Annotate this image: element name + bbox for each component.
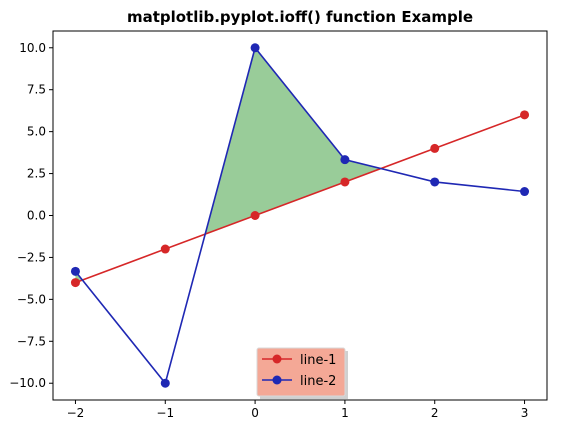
x-tick-label-0: −2 xyxy=(67,406,85,420)
data-point-line-2-5 xyxy=(520,187,530,197)
data-point-line-1-0 xyxy=(70,278,80,288)
data-point-line-1-1 xyxy=(160,244,170,254)
data-point-line-2-1 xyxy=(160,378,170,388)
x-tick-label-2: 0 xyxy=(251,406,259,420)
data-point-line-1-5 xyxy=(520,110,530,120)
data-point-line-2-0 xyxy=(70,266,80,276)
legend-line-1-marker xyxy=(272,354,282,364)
data-point-line-2-3 xyxy=(340,155,350,165)
data-point-line-2-4 xyxy=(430,177,440,187)
legend-label-line-1: line-1 xyxy=(300,353,336,368)
plot-area xyxy=(70,43,530,388)
data-point-line-2-2 xyxy=(250,43,260,53)
legend: line-1 line-2 xyxy=(256,347,348,399)
x-tick-label-1: −1 xyxy=(156,406,174,420)
x-tick-label-3: 1 xyxy=(341,406,349,420)
fill-region-1 xyxy=(205,47,381,235)
chart-title: matplotlib.pyplot.ioff() function Exampl… xyxy=(127,8,473,26)
legend-line-2-marker xyxy=(272,375,282,385)
data-point-line-1-2 xyxy=(250,211,260,220)
y-tick-label-4: 0.0 xyxy=(27,209,46,223)
data-point-line-1-3 xyxy=(340,177,350,187)
x-tick-label-5: 3 xyxy=(521,406,529,420)
data-point-line-1-4 xyxy=(430,143,440,153)
series-line-line-1 xyxy=(75,114,525,284)
y-tick-label-0: 10.0 xyxy=(19,41,46,55)
y-tick-label-7: −7.5 xyxy=(17,334,46,348)
y-tick-label-5: −2.5 xyxy=(17,250,46,264)
axis-ticks: −2 −1 0 1 2 3 10.0 7.5 5.0 2.5 0.0 −2.5 −5.0 −7.5 −10.… xyxy=(9,41,528,420)
y-tick-label-8: −10.0 xyxy=(9,376,46,390)
y-tick-label-2: 5.0 xyxy=(27,125,46,139)
axes-frame xyxy=(52,30,548,401)
x-tick-label-4: 2 xyxy=(431,406,439,420)
legend-label-line-2: line-2 xyxy=(300,374,336,389)
y-tick-label-1: 7.5 xyxy=(27,83,46,97)
series-line-line-2 xyxy=(74,46,525,385)
y-tick-label-6: −5.0 xyxy=(17,292,46,306)
y-tick-label-3: 2.5 xyxy=(27,167,46,181)
